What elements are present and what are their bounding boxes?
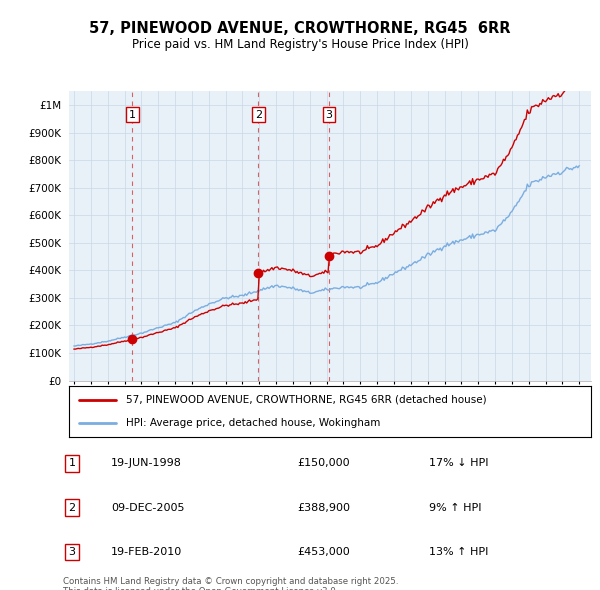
Text: 13% ↑ HPI: 13% ↑ HPI: [429, 547, 488, 557]
Text: 19-JUN-1998: 19-JUN-1998: [111, 458, 182, 468]
Text: 3: 3: [325, 110, 332, 120]
Text: 2: 2: [68, 503, 76, 513]
Text: 57, PINEWOOD AVENUE, CROWTHORNE, RG45 6RR (detached house): 57, PINEWOOD AVENUE, CROWTHORNE, RG45 6R…: [127, 395, 487, 405]
Text: 3: 3: [68, 547, 76, 557]
Text: 19-FEB-2010: 19-FEB-2010: [111, 547, 182, 557]
Text: 1: 1: [68, 458, 76, 468]
Text: 9% ↑ HPI: 9% ↑ HPI: [429, 503, 482, 513]
Text: £388,900: £388,900: [297, 503, 350, 513]
Text: Contains HM Land Registry data © Crown copyright and database right 2025.
This d: Contains HM Land Registry data © Crown c…: [63, 577, 398, 590]
Text: 2: 2: [255, 110, 262, 120]
Text: 1: 1: [129, 110, 136, 120]
Text: £150,000: £150,000: [297, 458, 350, 468]
Text: HPI: Average price, detached house, Wokingham: HPI: Average price, detached house, Woki…: [127, 418, 381, 428]
Text: 17% ↓ HPI: 17% ↓ HPI: [429, 458, 488, 468]
Text: 09-DEC-2005: 09-DEC-2005: [111, 503, 185, 513]
Text: £453,000: £453,000: [297, 547, 350, 557]
Text: Price paid vs. HM Land Registry's House Price Index (HPI): Price paid vs. HM Land Registry's House …: [131, 38, 469, 51]
Text: 57, PINEWOOD AVENUE, CROWTHORNE, RG45  6RR: 57, PINEWOOD AVENUE, CROWTHORNE, RG45 6R…: [89, 21, 511, 35]
